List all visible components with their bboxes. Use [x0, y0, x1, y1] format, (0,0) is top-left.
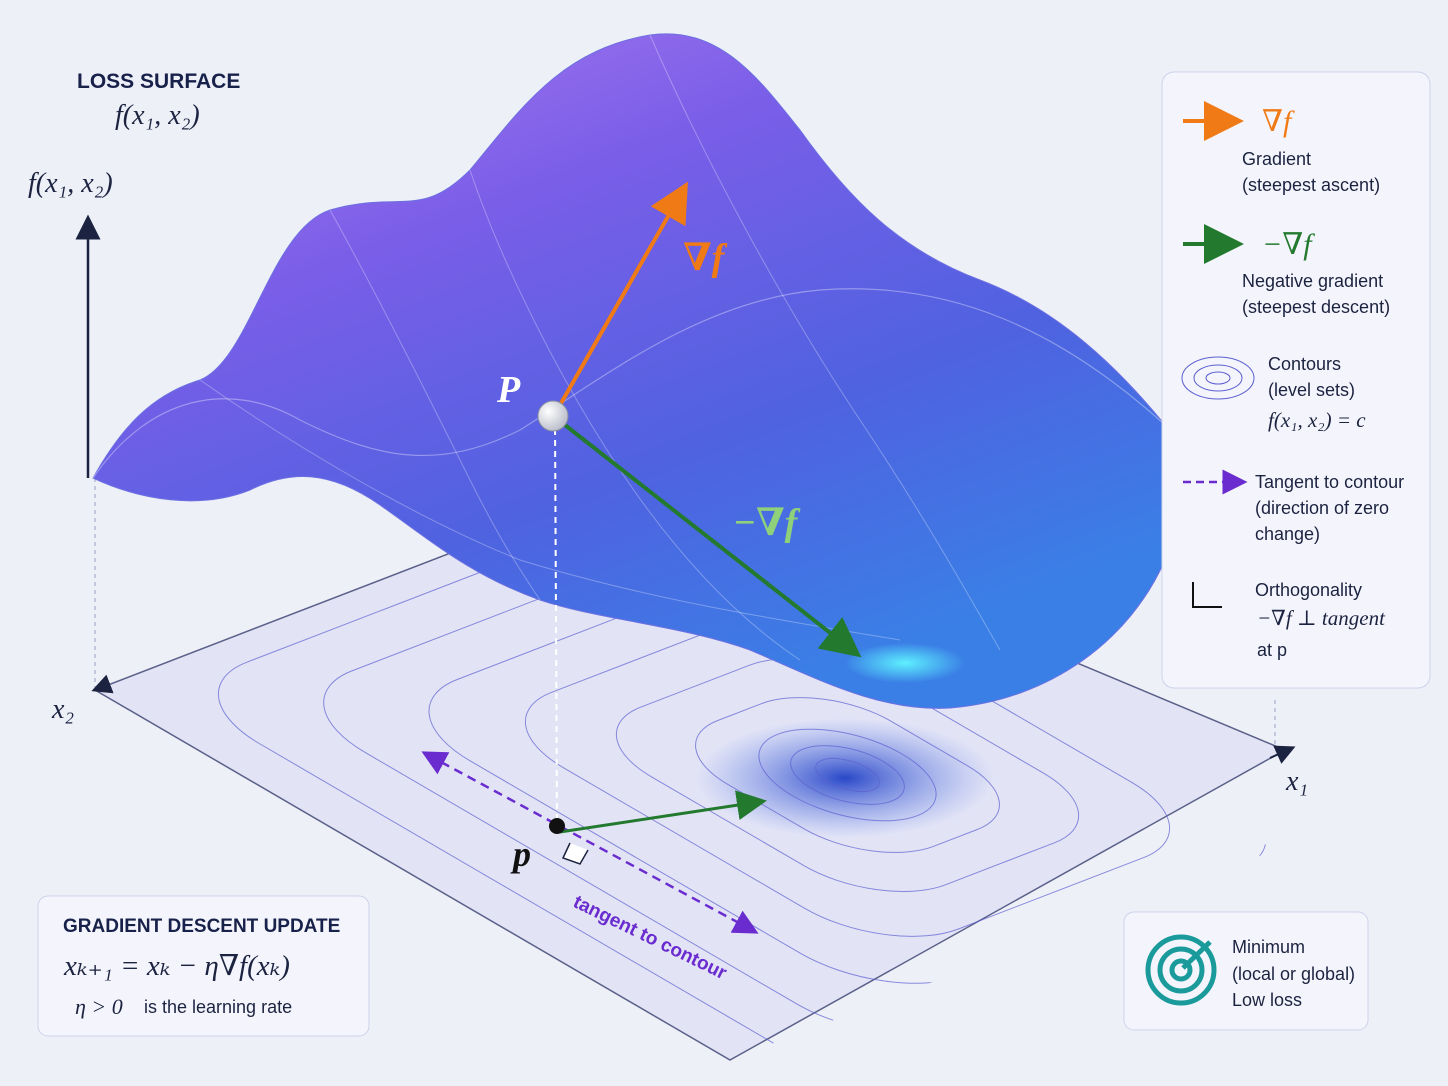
projection-line	[554, 417, 558, 827]
legend-text: (steepest ascent)	[1242, 175, 1380, 195]
minimum-text: Low loss	[1232, 990, 1302, 1010]
legend-formula: −∇f ⊥ tangent	[1257, 606, 1386, 630]
legend-symbol: −∇f	[1262, 228, 1315, 261]
gradient-arrow	[558, 181, 688, 406]
legend-orthogonality-symbol	[1192, 582, 1222, 608]
update-title: GRADIENT DESCENT UPDATE	[63, 916, 340, 937]
update-box	[37, 895, 370, 1037]
legend-text: (level sets)	[1268, 380, 1355, 400]
legend-contour	[1193, 364, 1243, 392]
surface-minimum-glow	[845, 643, 965, 683]
right-angle-marker	[561, 842, 589, 865]
update-note-math: η > 0	[75, 994, 123, 1019]
update-formula: xₖ₊₁ = xₖ − η∇f(xₖ)	[63, 950, 290, 982]
x1-axis	[1269, 745, 1296, 764]
surface-gridline	[199, 379, 901, 641]
minimum-text: Minimum	[1232, 937, 1305, 957]
f-axis-label: f(x₁, x₂)	[28, 168, 113, 199]
legend-formula: f(x₁, x₂) = c	[1268, 408, 1366, 432]
negative-gradient-label: −∇f	[733, 502, 801, 544]
x1-label: x₁	[1285, 766, 1308, 797]
loss-surface	[92, 33, 1166, 709]
contour	[723, 713, 972, 836]
legend-contour-symbol	[1181, 356, 1255, 400]
point-P	[537, 400, 569, 432]
plane-descent-arrow	[559, 790, 767, 834]
legend-symbol: ∇f	[1262, 105, 1295, 138]
p-label: p	[510, 834, 531, 874]
surface-gridline	[649, 34, 1001, 651]
target-ring	[1145, 934, 1217, 1006]
minimum-text: (local or global)	[1232, 964, 1355, 984]
legend-contour	[1205, 371, 1231, 385]
target-arrow	[1181, 940, 1212, 970]
point-p	[549, 818, 565, 834]
legend-text: change)	[1255, 524, 1320, 544]
x2-label: x₂	[51, 694, 74, 725]
target-ring	[1157, 946, 1205, 994]
surface-gridline	[329, 209, 541, 601]
legend-text: Contours	[1268, 354, 1341, 374]
gradient-label: ∇f	[683, 237, 728, 279]
minimum-shading	[695, 718, 995, 838]
legend-text: Orthogonality	[1255, 580, 1362, 600]
legend-text: Negative gradient	[1242, 271, 1383, 291]
legend-text: Tangent to contour	[1255, 472, 1404, 492]
target-ring	[1169, 958, 1193, 982]
contour	[768, 735, 928, 814]
tangent-line	[421, 751, 759, 934]
title: LOSS SURFACE	[77, 70, 240, 93]
P-label: P	[496, 369, 521, 411]
update-note: is the learning rate	[144, 997, 292, 1017]
legend-text: (direction of zero	[1255, 498, 1389, 518]
negative-gradient-arrow	[563, 423, 862, 658]
legend-text: at p	[1257, 640, 1287, 660]
legend-text: (steepest descent)	[1242, 297, 1390, 317]
target-icon	[1145, 934, 1217, 1006]
legend-text: Gradient	[1242, 149, 1311, 169]
contour	[803, 753, 892, 797]
title-formula: f(x₁, x₂)	[115, 100, 200, 131]
x2-axis	[91, 674, 114, 694]
legend-contour	[1181, 356, 1255, 400]
